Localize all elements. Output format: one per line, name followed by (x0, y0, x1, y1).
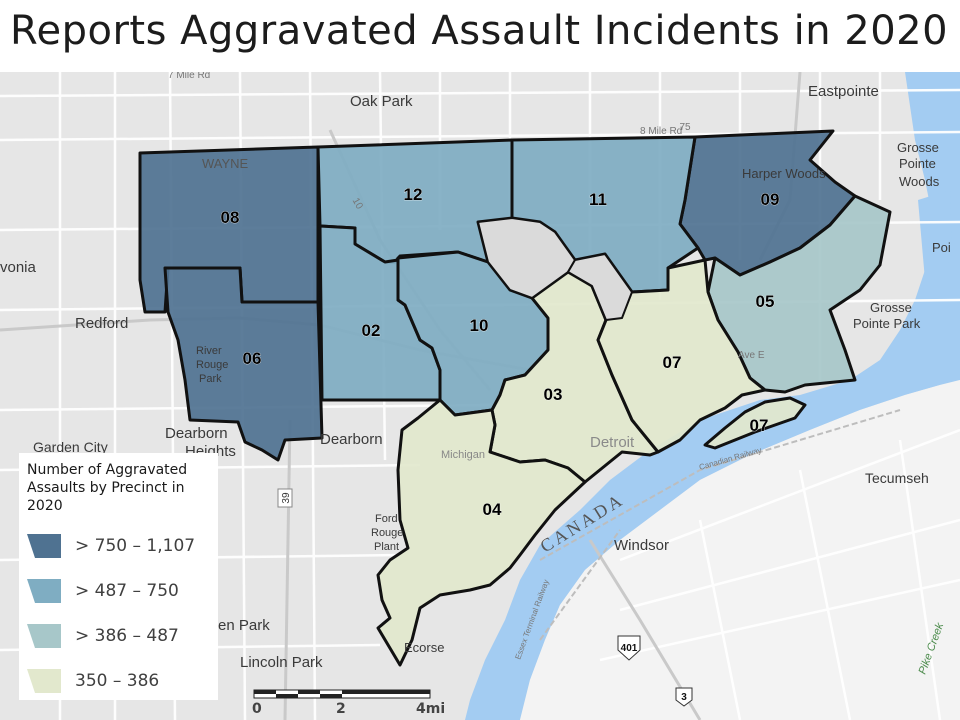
place-pointe-edge: Poi (932, 240, 951, 255)
precinct-06[interactable] (163, 266, 324, 462)
legend-label: 350 – 386 (75, 670, 160, 691)
legend-swatch-class-3 (27, 623, 61, 648)
place-garden-city: Garden City (33, 439, 108, 455)
place-livonia: vonia (0, 259, 37, 276)
legend-item: > 386 – 487 (27, 613, 210, 658)
road-seven-mile: 7 Mile Rd (168, 72, 210, 81)
railway-lines (539, 409, 901, 641)
precinct-label-10: 10 (470, 316, 489, 335)
highway-label-10: 10 (350, 196, 365, 212)
precinct-labels: 08 06 09 12 11 02 10 05 03 04 07 07 (220, 185, 780, 520)
place-windsor: Windsor (614, 537, 669, 554)
place-grosse-pointe-woods-2: Pointe (899, 156, 936, 171)
highway-shields: 39 401 3 10 75 (277, 122, 693, 707)
unassigned-area-2 (567, 253, 633, 321)
place-harper-woods: Harper Woods (742, 166, 826, 181)
legend-item: > 487 – 750 (27, 568, 210, 613)
precinct-label-12: 12 (404, 185, 423, 204)
place-river-rouge-park-3: Park (199, 373, 222, 385)
legend-label: > 487 – 750 (75, 580, 179, 601)
highway-label-75: 75 (679, 122, 691, 133)
place-eastpointe: Eastpointe (808, 83, 879, 100)
precinct-label-08: 08 (221, 208, 240, 227)
place-lincoln-park: Lincoln Park (240, 654, 323, 671)
place-redford: Redford (75, 315, 128, 332)
highway-shield-39: 39 (277, 488, 293, 508)
water-canal (918, 190, 952, 280)
precinct-label-05: 05 (756, 292, 775, 311)
place-river-rouge-park-1: River (196, 345, 222, 357)
water-body (465, 200, 960, 720)
svg-text:3: 3 (681, 692, 687, 703)
scale-tick-2: 2 (336, 701, 346, 717)
place-ecorse: Ecorse (404, 640, 444, 655)
place-grosse-pointe-park-1: Grosse (870, 300, 912, 315)
precinct-label-07a: 07 (663, 353, 682, 372)
place-dearborn-heights-1: Dearborn (165, 425, 228, 442)
precinct-label-04: 04 (483, 500, 502, 519)
road-eight-mile: 8 Mile Rd (640, 126, 682, 137)
scale-bar: 0 2 4mi (250, 686, 450, 720)
scale-bar-graphic (253, 689, 431, 699)
svg-text:401: 401 (621, 643, 638, 654)
legend-swatch-class-4 (27, 668, 61, 693)
place-wayne: WAYNE (202, 156, 249, 171)
legend-swatch-class-1 (27, 533, 61, 558)
legend-item: > 750 – 1,107 (27, 523, 210, 568)
place-ford-rouge-plant-2: Rouge (371, 527, 403, 539)
legend-swatch-class-2 (27, 578, 61, 603)
place-grosse-pointe-woods-1: Grosse (897, 140, 939, 155)
place-detroit: Detroit (590, 434, 635, 451)
place-grosse-pointe-park-2: Pointe Park (853, 316, 921, 331)
highway-shield-3: 3 (675, 687, 693, 707)
precinct-07-belle-isle[interactable] (703, 396, 807, 450)
precinct-layer[interactable] (138, 129, 892, 667)
legend-label: > 750 – 1,107 (75, 535, 196, 556)
legend-item: 350 – 386 (27, 658, 210, 703)
legend-label: > 386 – 487 (75, 625, 179, 646)
legend-title: Number of Aggravated Assaults by Precinc… (27, 462, 188, 514)
water-lake-st-clair (905, 72, 960, 230)
place-river-rouge-park-2: Rouge (196, 359, 228, 371)
legend: Number of Aggravated Assaults by Precinc… (19, 453, 218, 700)
place-tecumseh: Tecumseh (865, 470, 929, 486)
place-ford-rouge-plant-3: Plant (374, 541, 399, 553)
place-allen-park: en Park (218, 617, 270, 634)
precinct-label-07b: 07 (750, 416, 769, 435)
canada-land (520, 380, 960, 720)
scale-tick-4mi: 4mi (416, 701, 446, 717)
precinct-07-mainland[interactable] (590, 258, 767, 454)
place-michigan: Michigan (441, 449, 485, 461)
place-ford-rouge-plant-1: Ford (375, 513, 398, 525)
precinct-label-02: 02 (362, 321, 381, 340)
scale-tick-0: 0 (252, 701, 262, 717)
precinct-label-06: 06 (243, 349, 262, 368)
place-grosse-pointe-woods-3: Woods (899, 174, 940, 189)
road-ave-e: Ave E (738, 350, 765, 361)
precinct-label-03: 03 (544, 385, 563, 404)
svg-text:39: 39 (281, 492, 292, 504)
place-dearborn: Dearborn (320, 431, 383, 448)
precinct-label-11: 11 (589, 190, 607, 209)
precinct-04[interactable] (376, 398, 587, 667)
place-oak-park: Oak Park (350, 93, 413, 110)
map-title: Reports Aggravated Assault Incidents in … (10, 8, 949, 54)
precinct-label-09: 09 (761, 190, 780, 209)
highway-shield-401: 401 (617, 635, 641, 661)
